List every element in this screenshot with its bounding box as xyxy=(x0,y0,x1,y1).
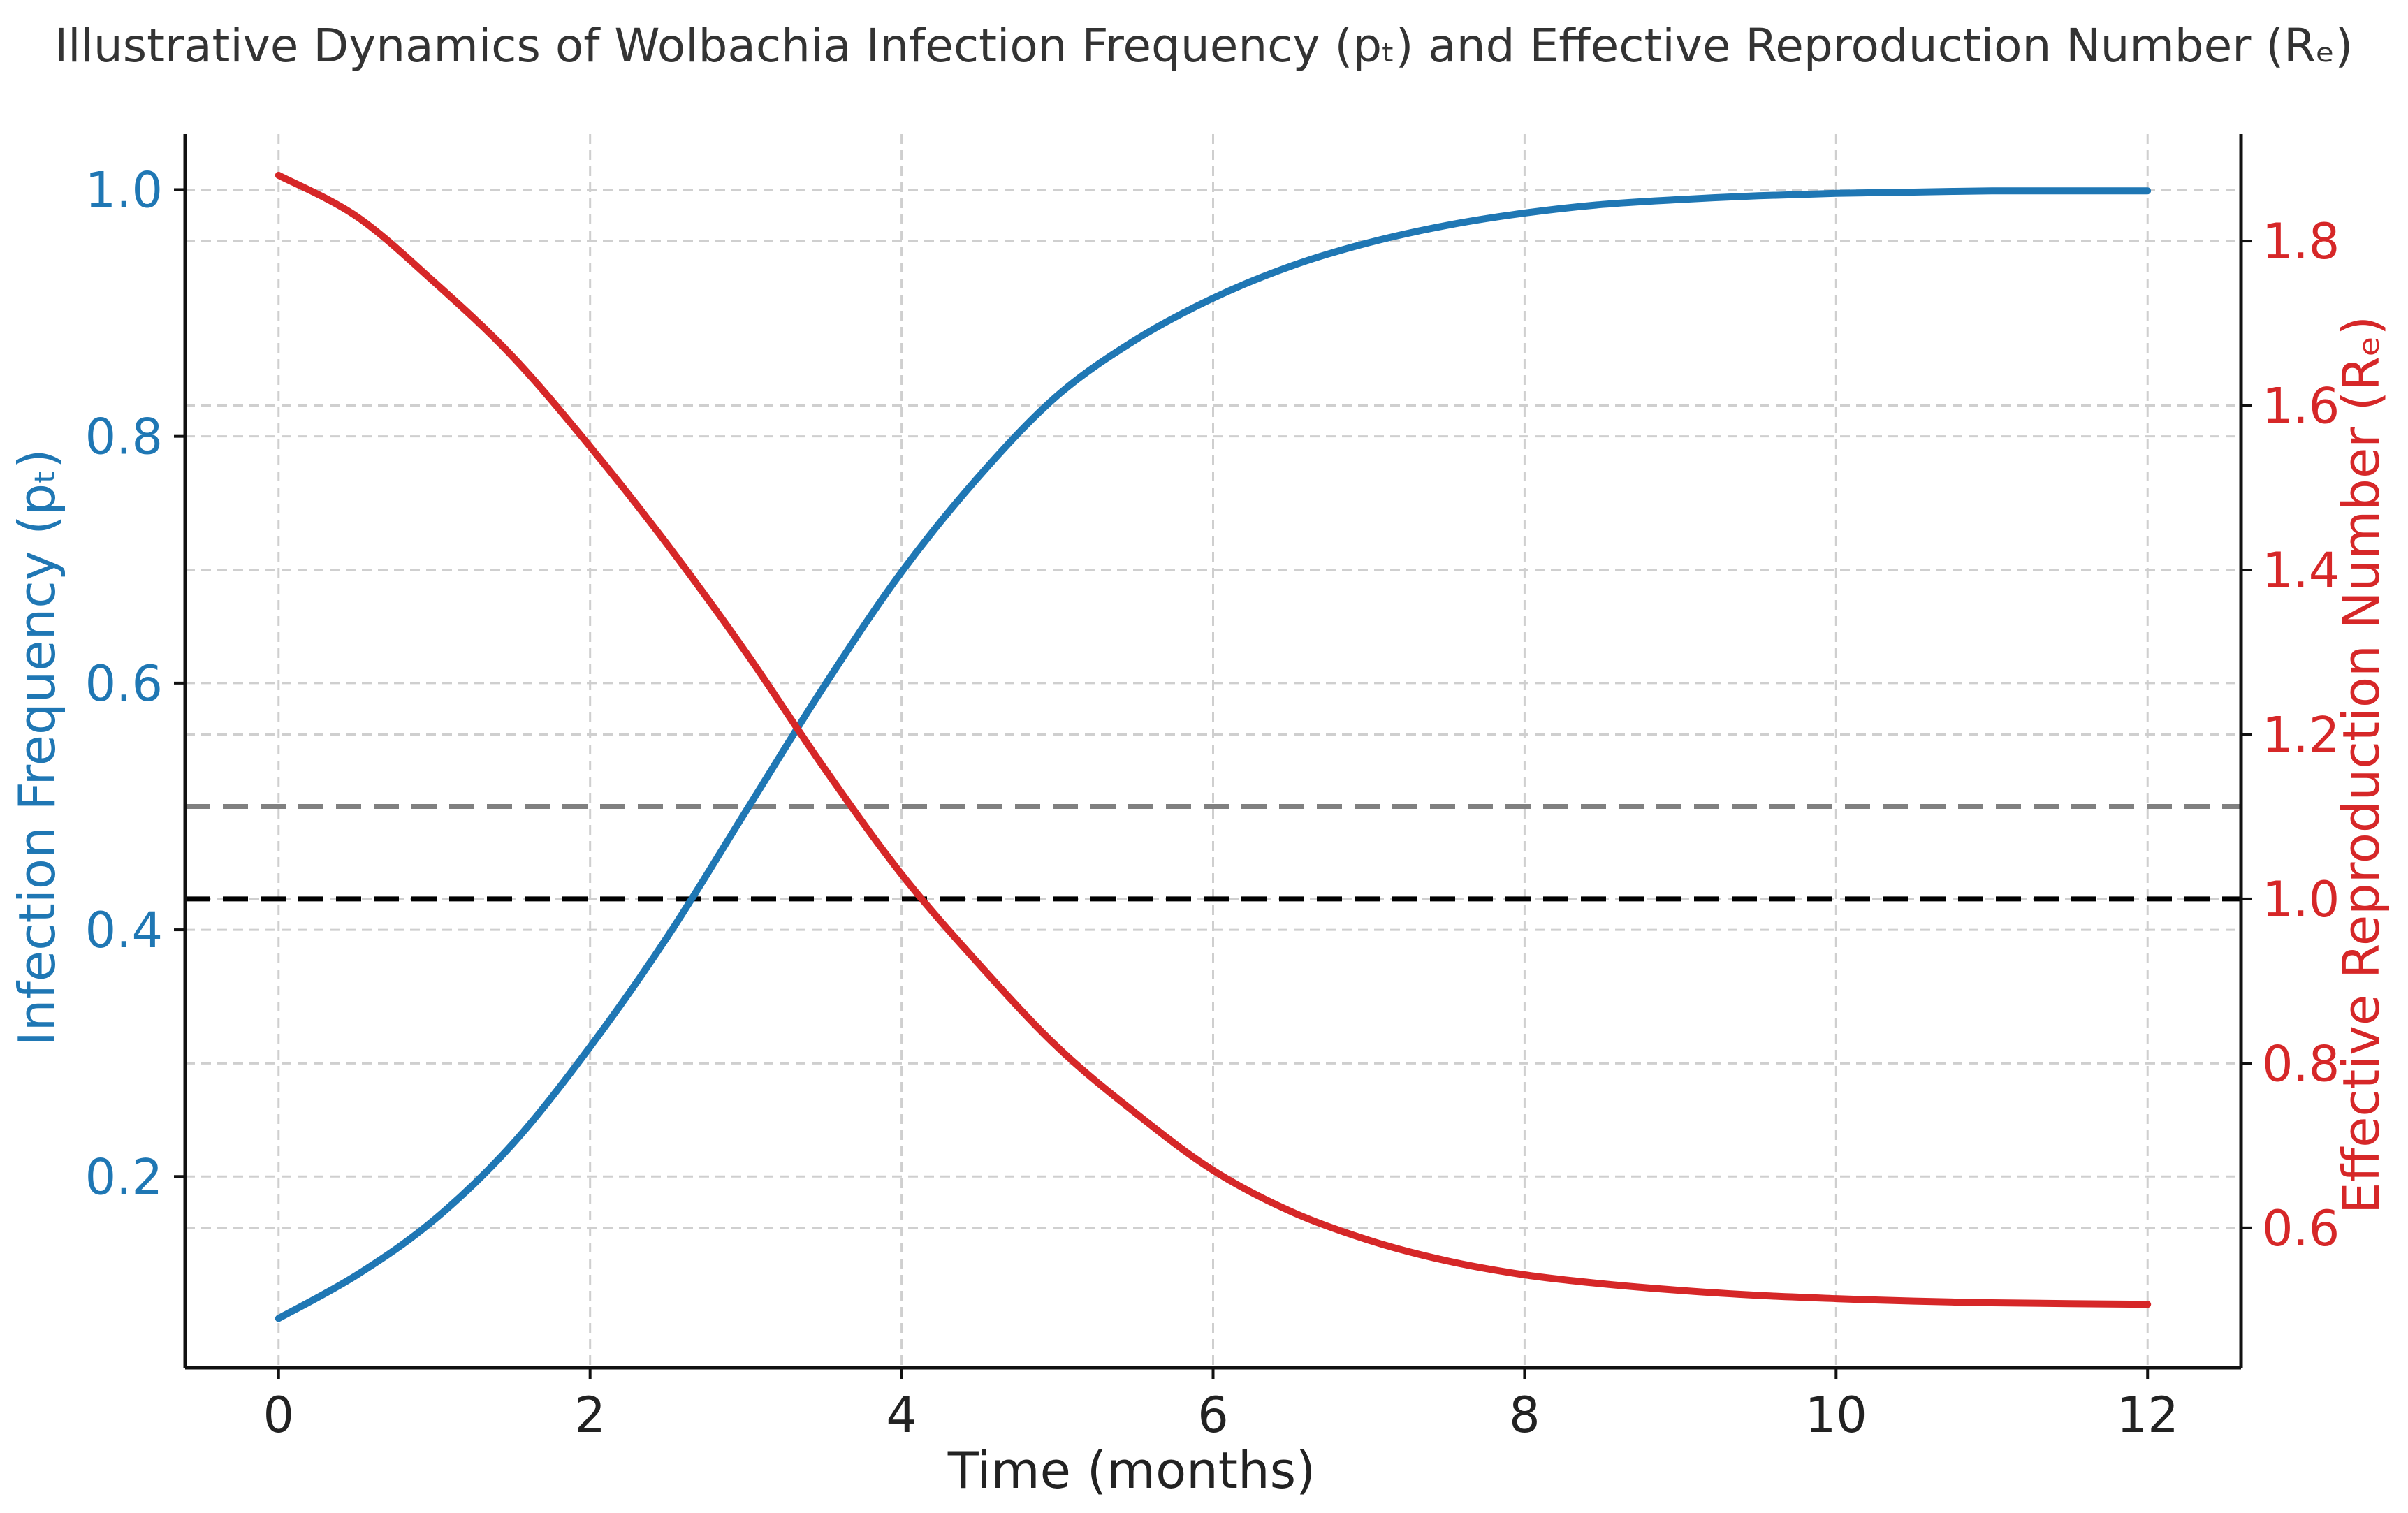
x-tick-label: 2 xyxy=(574,1387,606,1444)
y-right-tick-label: 1.0 xyxy=(2262,871,2340,928)
y-right-tick-label: 0.8 xyxy=(2262,1035,2340,1092)
y-right-tick-label: 1.2 xyxy=(2262,706,2340,763)
y-left-tick-label: 0.6 xyxy=(85,655,163,712)
x-tick-label: 12 xyxy=(2117,1387,2179,1444)
y-axis-left-label: Infection Frequency (pₜ) xyxy=(8,449,66,1046)
y-right-tick-label: 1.8 xyxy=(2262,213,2340,270)
y-left-tick-label: 0.2 xyxy=(85,1148,163,1206)
y-right-tick-label: 1.4 xyxy=(2262,542,2340,599)
y-axis-right-label: Effective Reproduction Number (Rₑ) xyxy=(2332,316,2391,1214)
series-line-pt xyxy=(275,187,2152,1322)
y-right-tick-label: 0.6 xyxy=(2262,1200,2340,1257)
y-left-tick-label: 1.0 xyxy=(85,161,163,219)
x-tick-label: 0 xyxy=(263,1387,294,1444)
y-left-tick-label: 0.8 xyxy=(85,409,163,466)
reference-lines xyxy=(185,803,2241,902)
x-tick-label: 4 xyxy=(886,1387,917,1444)
series-line-re xyxy=(275,171,2152,1308)
chart-title: Illustrative Dynamics of Wolbachia Infec… xyxy=(54,19,2354,73)
x-tick-label: 6 xyxy=(1197,1387,1229,1444)
tick-labels: 0 2 4 6 8 10 12 0.2 0.4 0.6 0.8 1.0 0.6 0.8 1.0 1.2 1.4 1… xyxy=(85,161,2340,1444)
x-tick-label: 8 xyxy=(1509,1387,1540,1444)
axes xyxy=(174,134,2252,1379)
x-tick-label: 10 xyxy=(1805,1387,1867,1444)
y-right-tick-label: 1.6 xyxy=(2262,378,2340,435)
y-left-tick-label: 0.4 xyxy=(85,902,163,959)
series-layer xyxy=(275,171,2152,1322)
x-axis-label: Time (months) xyxy=(947,1441,1315,1500)
gridlines xyxy=(185,134,2241,1368)
